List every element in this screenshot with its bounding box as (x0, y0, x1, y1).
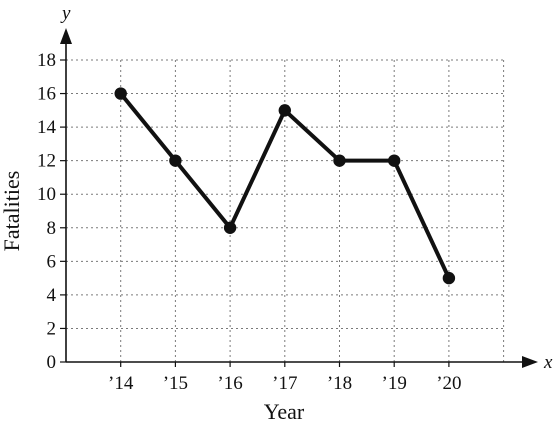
data-point (223, 221, 237, 234)
x-axis-title: Year (264, 399, 305, 424)
y-tick-label: 8 (47, 218, 57, 239)
data-point (442, 271, 456, 285)
y-tick-label: 0 (47, 352, 57, 373)
x-tick-label: ’14 (108, 373, 134, 394)
x-tick-label: ’19 (382, 373, 407, 394)
x-tick-label: ’18 (327, 373, 352, 394)
y-axis-arrow-icon (60, 28, 72, 44)
data-point (278, 104, 291, 117)
series (114, 87, 456, 285)
axes: x y (60, 3, 553, 373)
y-axis-title: Fatalities (0, 171, 24, 252)
x-axis-variable: x (543, 352, 553, 373)
data-point (114, 87, 127, 100)
x-tick-label: ’20 (436, 373, 461, 394)
y-tick-label: 2 (47, 318, 57, 339)
x-tick-label: ’15 (163, 373, 188, 394)
y-tick-label: 10 (37, 184, 56, 205)
y-tick-label: 18 (37, 50, 56, 71)
y-tick-label: 12 (37, 151, 56, 172)
x-tick-label: ’16 (217, 373, 242, 394)
ticks: 0 2 4 6 8 10 12 14 16 18 ’14 ’15 ’16 ’17 ’18 ’19 ’20 (37, 50, 462, 394)
y-axis-variable: y (60, 3, 71, 24)
y-tick-label: 4 (47, 285, 57, 306)
y-tick-label: 14 (37, 117, 57, 138)
data-point (333, 154, 346, 167)
x-tick-label: ’17 (272, 373, 297, 394)
data-point (388, 154, 401, 167)
data-point (169, 154, 182, 167)
x-axis-arrow-icon (522, 356, 538, 368)
y-tick-label: 16 (37, 84, 56, 105)
y-tick-label: 6 (47, 251, 57, 272)
